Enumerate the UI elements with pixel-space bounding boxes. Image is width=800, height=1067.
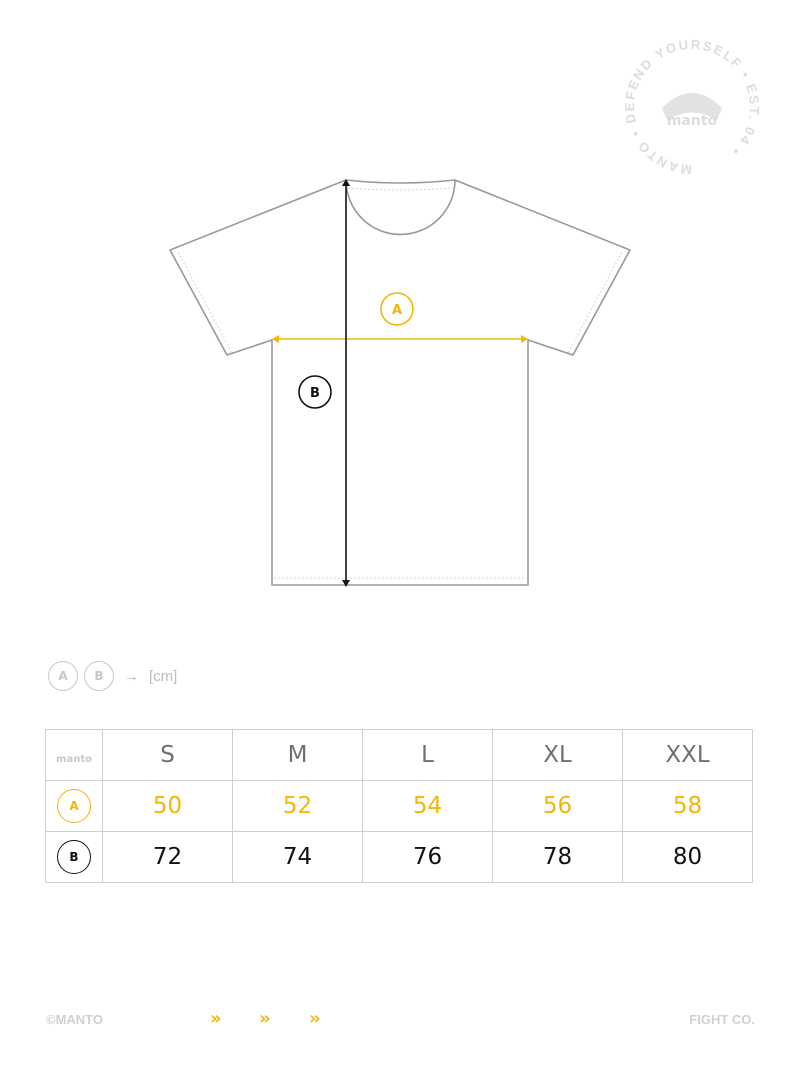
table-row-b: B 72 74 76 78 80	[45, 831, 753, 883]
table-cell: 74	[232, 831, 363, 883]
size-header: XL	[492, 729, 623, 781]
label-b-badge: B	[298, 375, 332, 409]
size-table: manto S M L XL XXL A 50 52 54 56 58 B 72…	[45, 729, 753, 883]
legend-b-badge: B	[84, 661, 114, 691]
table-cell: 80	[622, 831, 753, 883]
size-header: L	[362, 729, 493, 781]
table-row-a: A 50 52 54 56 58	[45, 780, 753, 832]
unit-label: [cm]	[149, 667, 178, 685]
measure-a-arrow	[272, 335, 528, 343]
stitching	[177, 187, 623, 579]
size-header: M	[232, 729, 363, 781]
table-cell: 72	[102, 831, 233, 883]
logo-cell: manto	[45, 729, 103, 781]
units-legend: A B → [cm]	[48, 661, 177, 691]
chevron-icon: »	[259, 1008, 271, 1029]
manto-logo: manto	[56, 754, 92, 765]
footer-copyright: ©MANTO	[46, 1012, 104, 1027]
row-a-badge: A	[57, 789, 91, 823]
measure-b-arrow	[342, 179, 350, 587]
table-cell: 56	[492, 780, 623, 832]
brand-seal: MANTO • DEFEND YOURSELF • EST. 04 • mant…	[622, 37, 760, 178]
chevron-icon: »	[309, 1008, 321, 1029]
table-cell: 58	[622, 780, 753, 832]
table-cell: 52	[232, 780, 363, 832]
row-b-badge: B	[57, 840, 91, 874]
table-cell: 50	[102, 780, 233, 832]
table-cell: 76	[362, 831, 493, 883]
svg-text:manto: manto	[667, 113, 718, 129]
table-cell: 78	[492, 831, 623, 883]
label-a-badge: A	[380, 292, 414, 326]
legend-a-badge: A	[48, 661, 78, 691]
table-cell: 54	[362, 780, 493, 832]
tshirt-outline	[168, 179, 632, 586]
svg-text:A: A	[392, 303, 402, 318]
table-header-row: manto S M L XL XXL	[45, 729, 753, 781]
svg-text:B: B	[310, 386, 320, 401]
size-header: XXL	[622, 729, 753, 781]
size-header: S	[102, 729, 233, 781]
footer-brand: FIGHT CO.	[689, 1012, 755, 1027]
chevron-icon: »	[210, 1008, 222, 1029]
arrow-icon: →	[124, 667, 139, 685]
